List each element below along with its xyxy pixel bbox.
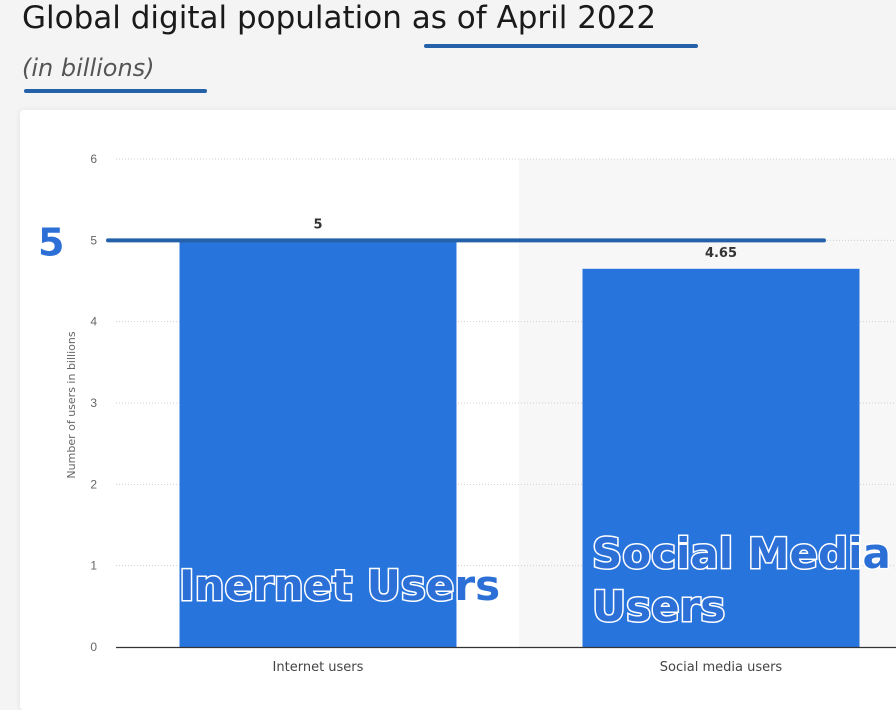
y-axis-label: Number of users in billions [65, 331, 78, 478]
y-tick-label: 3 [90, 396, 97, 410]
y-tick-label: 4 [90, 315, 97, 329]
annotation-text: Inernet Users [179, 561, 500, 610]
chart-title: Global digital population as of April 20… [22, 0, 657, 36]
y-tick-label: 5 [90, 233, 97, 247]
y-tick-label: 2 [90, 477, 97, 491]
reference-line-label: 5 [38, 220, 64, 264]
bar-2 [582, 268, 860, 647]
annotation-text: Social Media [592, 529, 891, 578]
data-label: 4.65 [705, 246, 737, 261]
annotation-text: Users [592, 582, 725, 631]
title-underline [424, 44, 698, 48]
category-label: Internet users [273, 660, 364, 675]
y-tick-label: 0 [90, 640, 97, 654]
y-tick-label: 1 [90, 559, 97, 573]
bar-1 [179, 240, 457, 648]
y-tick-label: 6 [90, 152, 97, 166]
subtitle-underline [24, 89, 207, 93]
category-label: Social media users [660, 660, 783, 675]
data-label: 5 [313, 217, 322, 232]
chart-subtitle: (in billions) [22, 54, 155, 82]
